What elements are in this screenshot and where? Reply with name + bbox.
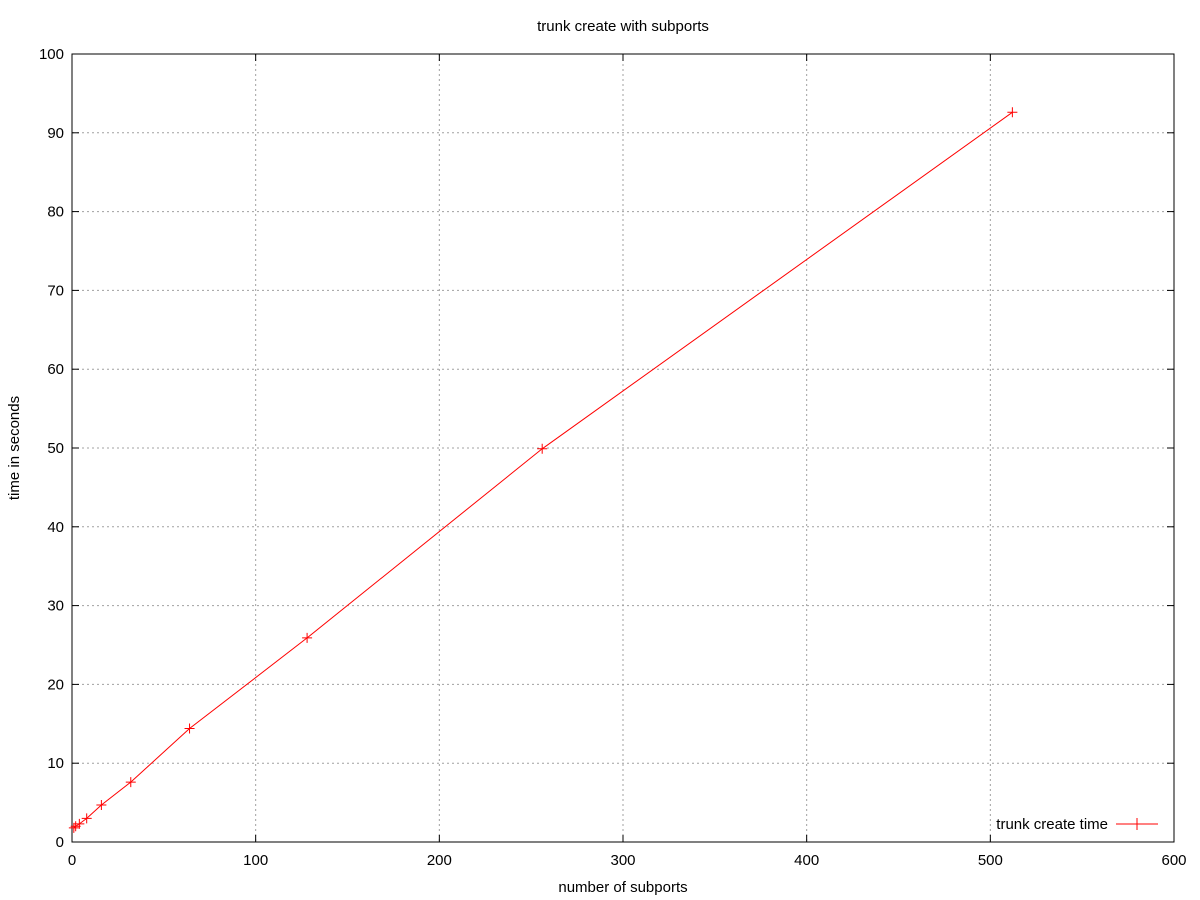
y-tick-label: 10 — [47, 755, 64, 772]
series-line — [73, 111, 1013, 829]
y-tick-label: 20 — [47, 676, 64, 693]
y-tick-label: 30 — [47, 598, 64, 615]
data-point-marker — [1007, 107, 1018, 118]
x-axis-title: number of subports — [558, 879, 687, 896]
grid-lines — [72, 54, 1174, 842]
y-axis-tick-labels: 0 10 20 30 40 50 60 70 80 90 100 — [39, 46, 64, 851]
y-tick-label: 60 — [47, 361, 64, 378]
data-point-marker — [125, 777, 136, 788]
x-tick-label: 300 — [610, 852, 635, 869]
x-tick-label: 100 — [243, 852, 268, 869]
legend-label: trunk create time — [996, 816, 1108, 833]
legend: trunk create time — [996, 816, 1158, 833]
data-point-marker — [96, 799, 107, 810]
series-group — [68, 107, 1018, 833]
axis-ticks — [71, 53, 1175, 843]
legend-marker — [1131, 818, 1143, 830]
y-tick-label: 80 — [47, 204, 64, 221]
y-tick-label: 70 — [47, 282, 64, 299]
y-tick-label: 50 — [47, 440, 64, 457]
data-point-marker — [184, 723, 195, 734]
data-point-marker — [81, 813, 92, 824]
x-tick-label: 500 — [978, 852, 1003, 869]
y-tick-label: 100 — [39, 46, 64, 63]
y-axis-title: time in seconds — [6, 396, 23, 500]
chart-title: trunk create with subports — [537, 18, 709, 35]
data-point-marker — [302, 632, 313, 643]
data-point-marker — [537, 443, 548, 454]
x-tick-label: 400 — [794, 852, 819, 869]
y-tick-label: 90 — [47, 125, 64, 142]
data-point-marker — [74, 818, 85, 829]
x-tick-label: 0 — [68, 852, 76, 869]
x-tick-label: 600 — [1161, 852, 1186, 869]
data-point-marker — [68, 822, 79, 833]
x-tick-label: 200 — [427, 852, 452, 869]
x-axis-tick-labels: 0 100 200 300 400 500 600 — [68, 852, 1187, 869]
y-tick-label: 0 — [56, 834, 64, 851]
y-tick-label: 40 — [47, 519, 64, 536]
